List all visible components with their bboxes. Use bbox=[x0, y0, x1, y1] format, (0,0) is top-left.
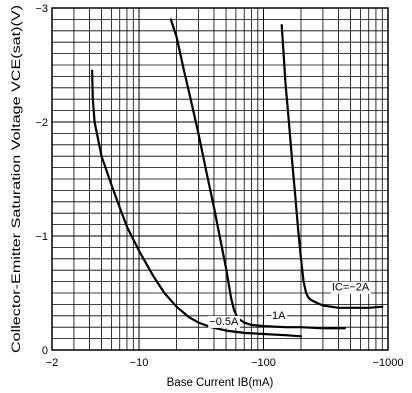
curve-labels: −0.5A −1A IC=−2A bbox=[208, 281, 371, 328]
series-line-1 bbox=[91, 69, 303, 338]
x-axis-label: Base Current IB(mA) bbox=[167, 377, 274, 389]
x-tick-labels: −2 −10 −100 −1000 bbox=[46, 357, 404, 369]
x-tick-label: −10 bbox=[130, 357, 149, 369]
x-tick-label: −2 bbox=[46, 357, 59, 369]
y-tick-label: −3 bbox=[35, 3, 48, 15]
series-line-3 bbox=[280, 24, 384, 309]
x-tick-label: −100 bbox=[251, 357, 276, 369]
series-label-background bbox=[208, 315, 241, 328]
series-line-2 bbox=[169, 18, 346, 330]
series-label-background bbox=[330, 281, 371, 294]
data-series bbox=[91, 18, 384, 338]
plot-frame bbox=[51, 7, 389, 351]
y-tick-label: −1 bbox=[35, 231, 48, 243]
y-tick-label: −2 bbox=[35, 117, 48, 129]
x-tick-label: −1000 bbox=[373, 357, 404, 369]
series-label-3: IC=−2A bbox=[332, 282, 370, 294]
grid-lines bbox=[51, 8, 389, 350]
series-label-background bbox=[264, 310, 288, 323]
series-label-2: −1A bbox=[266, 310, 287, 322]
series-label-1: −0.5A bbox=[209, 316, 239, 328]
y-axis-label: Collector-Emitter Saturation Voltage VCE… bbox=[11, 5, 23, 353]
y-tick-labels: 0 −1 −2 −3 bbox=[35, 3, 48, 357]
y-tick-label: 0 bbox=[42, 345, 48, 357]
